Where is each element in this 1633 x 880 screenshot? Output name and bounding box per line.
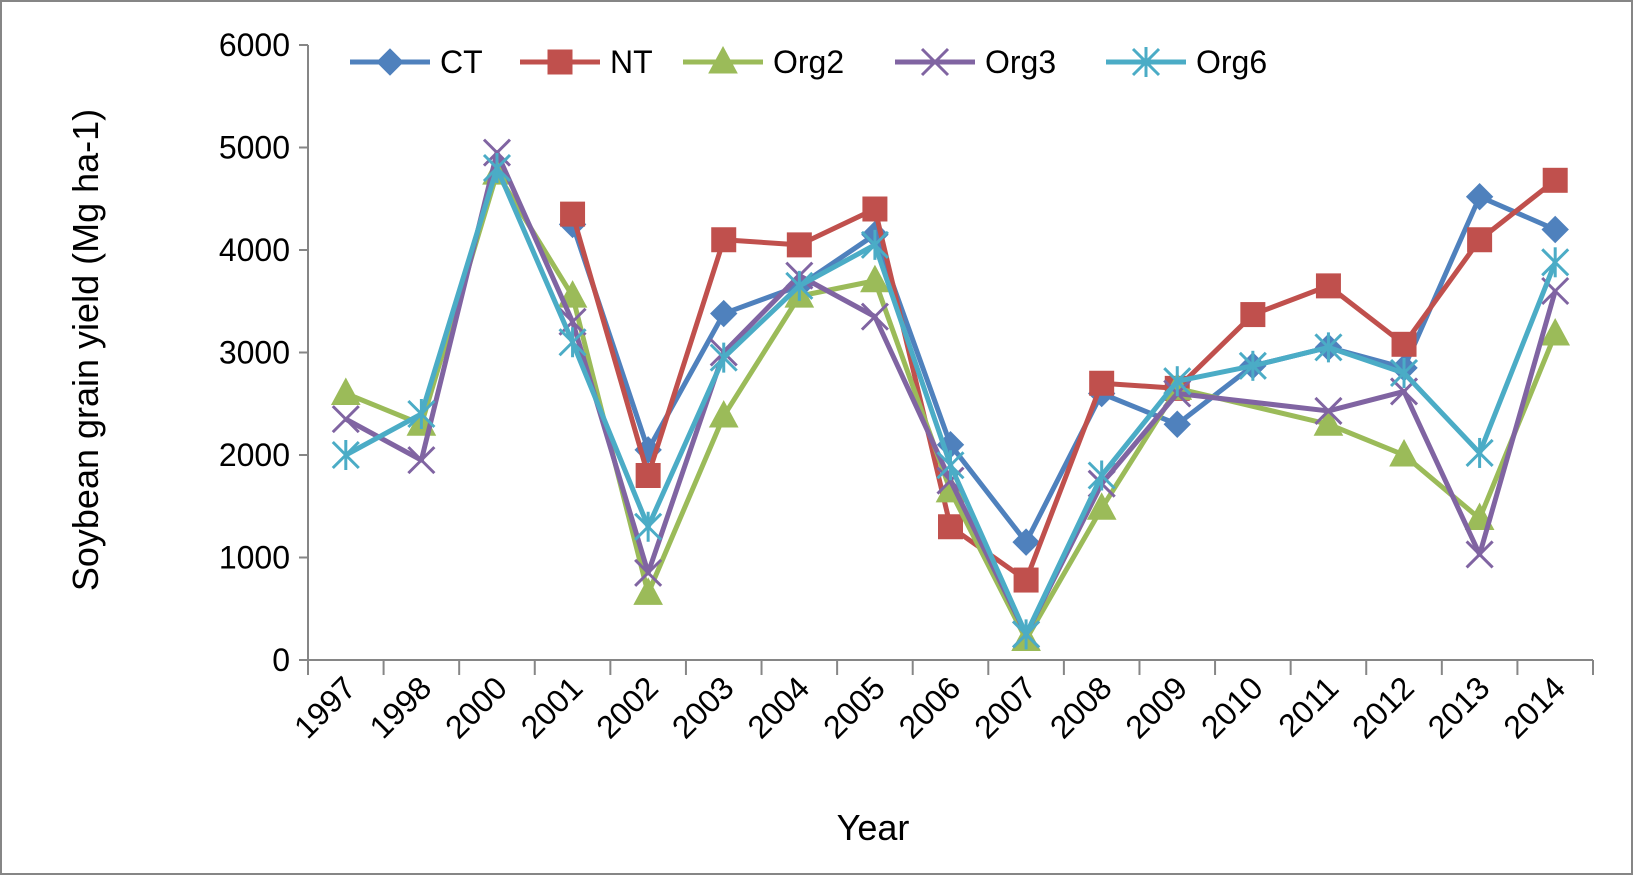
data-point-marker — [1087, 460, 1116, 491]
data-point-marker — [860, 302, 889, 331]
y-tick-label: 4000 — [219, 232, 290, 268]
marker-stroke — [920, 47, 950, 77]
data-point-marker — [1163, 410, 1191, 438]
data-point-marker — [1467, 227, 1493, 253]
y-tick-label: 3000 — [219, 335, 290, 371]
data-point-marker — [1465, 437, 1494, 468]
legend-entry-org3: Org3 — [895, 44, 1056, 80]
data-point-marker — [1012, 619, 1041, 650]
data-point-marker — [558, 307, 587, 336]
data-point-marker — [1086, 492, 1117, 520]
data-point-marker — [1542, 167, 1568, 193]
data-point-marker — [709, 342, 738, 373]
data-point-marker — [711, 227, 737, 253]
data-point-marker — [407, 399, 436, 429]
data-point-marker — [1012, 528, 1040, 556]
data-point-marker — [482, 153, 512, 183]
y-tick-label: 2000 — [219, 437, 290, 473]
data-point-marker — [331, 405, 360, 434]
x-axis-title: Year — [837, 807, 910, 848]
data-point-marker — [710, 299, 738, 328]
data-point-marker — [407, 446, 436, 475]
series-line — [570, 194, 1557, 545]
series-line — [570, 178, 1557, 583]
data-point-marker — [708, 399, 739, 428]
data-point-marker — [558, 327, 587, 358]
marker-stroke — [331, 405, 360, 434]
data-point-marker — [376, 48, 404, 76]
data-point-marker — [1315, 273, 1341, 299]
data-point-marker — [1089, 370, 1115, 396]
marker-stroke — [1541, 276, 1570, 306]
y-axis-title: Soybean grain yield (Mg ha-1) — [65, 109, 106, 591]
series-org6 — [331, 153, 1570, 650]
legend-entry-nt: NT — [520, 44, 653, 80]
y-tick-label: 0 — [272, 642, 290, 678]
data-point-marker — [1465, 540, 1494, 569]
data-point-marker — [786, 232, 812, 258]
marker-stroke — [634, 558, 663, 587]
data-point-marker — [1389, 358, 1419, 388]
data-point-marker — [634, 511, 663, 542]
y-tick-label: 1000 — [219, 540, 290, 576]
legend-label: Org6 — [1196, 44, 1267, 80]
legend-entry-org6: Org6 — [1106, 44, 1267, 80]
data-point-marker — [1314, 396, 1343, 425]
legend-entry-org2: Org2 — [683, 44, 844, 80]
data-point-marker — [936, 450, 965, 481]
legend-label: NT — [610, 44, 653, 80]
legend-label: Org3 — [985, 44, 1056, 80]
data-point-marker — [938, 514, 963, 540]
series-line — [344, 150, 1558, 637]
data-point-marker — [331, 440, 360, 470]
data-point-marker — [1540, 317, 1571, 346]
data-point-marker — [1541, 215, 1569, 244]
data-point-marker — [1391, 331, 1417, 357]
data-point-marker — [1389, 438, 1419, 467]
marker-stroke — [407, 446, 436, 475]
data-point-marker — [1465, 182, 1494, 211]
data-point-marker — [708, 45, 738, 74]
y-tick-label: 6000 — [219, 27, 290, 63]
marker-stroke — [860, 302, 889, 331]
data-point-marker — [634, 558, 663, 587]
data-point-marker — [1013, 567, 1039, 593]
data-point-marker — [1238, 350, 1267, 381]
legend-entry-ct: CT — [350, 44, 483, 80]
data-point-marker — [1314, 332, 1343, 363]
data-point-marker — [920, 47, 950, 77]
series-layer — [330, 138, 1571, 651]
data-point-marker — [1131, 47, 1161, 77]
legend-label: Org2 — [773, 44, 844, 80]
data-point-marker — [560, 201, 586, 227]
data-point-marker — [1541, 247, 1570, 278]
marker-stroke — [1314, 396, 1343, 425]
marker-stroke — [1465, 540, 1494, 569]
data-point-marker — [330, 377, 361, 405]
data-point-marker — [633, 577, 663, 605]
data-point-marker — [860, 229, 889, 260]
marker-stroke — [558, 307, 587, 336]
data-point-marker — [1313, 408, 1344, 436]
data-point-marker — [862, 196, 888, 222]
data-point-marker — [1163, 366, 1192, 397]
y-tick-label: 5000 — [219, 130, 290, 166]
data-point-marker — [1240, 302, 1266, 328]
legend: CT NT Org2 Org3 Org6 — [350, 44, 1267, 80]
data-point-marker — [547, 49, 573, 75]
data-point-marker — [635, 463, 661, 488]
data-point-marker — [860, 264, 890, 293]
legend-label: CT — [440, 44, 483, 80]
data-point-marker — [785, 270, 814, 301]
